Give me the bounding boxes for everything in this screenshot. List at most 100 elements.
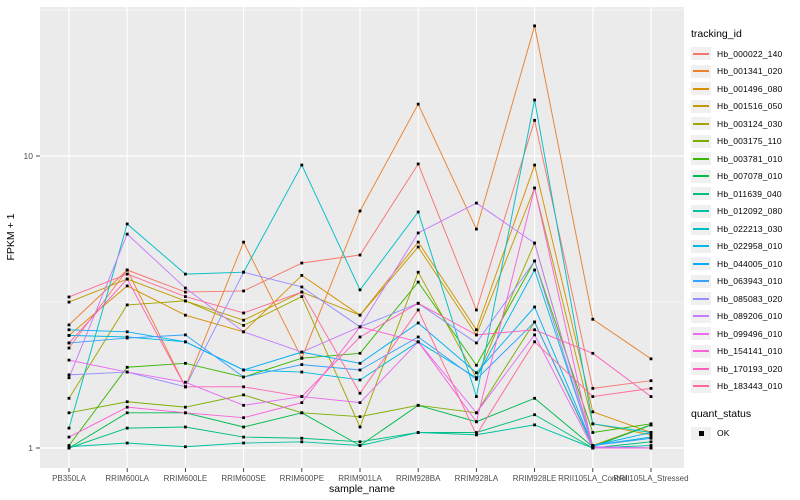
legend-line-icon: [693, 87, 709, 90]
legend-item-Hb_007078_010: Hb_007078_010: [691, 169, 799, 183]
gridlines: [40, 7, 684, 468]
legend-line-icon: [693, 315, 709, 317]
legend-title-quant-status: quant_status: [691, 407, 752, 420]
legend-key-swatch: [691, 379, 711, 393]
legend-key-swatch: [691, 327, 711, 340]
legend-key-swatch: [691, 99, 711, 113]
legend-key-swatch: [691, 274, 711, 288]
legend-item-label: Hb_003781_010: [717, 153, 783, 164]
legend-key-swatch: [691, 47, 711, 60]
legend-item-label: Hb_001496_080: [717, 83, 783, 94]
legend-line-icon: [693, 262, 709, 265]
legend-line-icon: [693, 175, 709, 177]
y-tick-label-1: 1: [28, 443, 33, 453]
legend-item-label: Hb_001516_050: [717, 101, 783, 111]
legend-item-label: Hb_001341_020: [717, 66, 783, 76]
x-tick-label-RRIM901LA: RRIM901LA: [338, 474, 382, 483]
legend-line-icon: [693, 192, 709, 195]
legend-item-Hb_099496_010: Hb_099496_010: [691, 327, 799, 340]
legend-panel: tracking_id Hb_000022_140 Hb_001341_020 Hb…: [691, 28, 799, 444]
legend-item-label: Hb_022958_010: [717, 241, 783, 251]
legend-item-label: Hb_044005_010: [717, 258, 783, 269]
legend-line-icon: [693, 350, 709, 352]
legend-key-swatch: [691, 239, 711, 253]
x-tick-label-RRIM600LE: RRIM600LE: [164, 474, 208, 483]
legend-item-label: Hb_011639_040: [717, 188, 782, 199]
legend-line-icon: [693, 367, 709, 370]
legend-item-Hb_001496_080: Hb_001496_080: [691, 82, 799, 95]
legend-key-swatch: [691, 169, 711, 183]
x-tick-label-RRIM600SE: RRIM600SE: [221, 474, 265, 483]
legend-item-Hb_022213_030: Hb_022213_030: [691, 222, 799, 235]
legend-item-Hb_000022_140: Hb_000022_140: [691, 47, 799, 60]
legend-item-Hb_011639_040: Hb_011639_040: [691, 187, 799, 200]
legend-line-icon: [693, 210, 709, 212]
legend-item-Hb_022958_010: Hb_022958_010: [691, 239, 799, 253]
legend-line-icon: [693, 385, 709, 387]
legend-line-icon: [693, 297, 709, 300]
x-tick-label-RRIM928LE: RRIM928LE: [513, 474, 557, 483]
legend-key-swatch: [691, 82, 711, 95]
legend-item-Hb_001341_020: Hb_001341_020: [691, 64, 799, 78]
x-tick-label-RRIM600LA: RRIM600LA: [105, 474, 149, 483]
plot-panel: [40, 7, 684, 468]
legend-key-swatch: [691, 292, 711, 305]
data-point-markers: [67, 24, 653, 450]
legend-item-label: Hb_003124_030: [717, 118, 783, 129]
legend-key-swatch: [691, 426, 711, 440]
legend-item-Hb_183443_010: Hb_183443_010: [691, 379, 799, 393]
legend-line-icon: [693, 332, 709, 335]
legend-line-icon: [693, 280, 709, 282]
legend-item-label: Hb_012092_080: [717, 206, 783, 216]
legend-key-swatch: [691, 187, 711, 200]
legend-item-label: Hb_063943_010: [717, 276, 783, 286]
y-tick-label-10: 10: [24, 151, 34, 161]
legend-key-swatch: [691, 362, 711, 375]
legend-item-Hb_154141_010: Hb_154141_010: [691, 344, 799, 358]
legend-key-swatch: [691, 134, 711, 148]
x-tick-label-RRIM600PE: RRIM600PE: [280, 474, 324, 483]
legend-line-icon: [693, 245, 709, 247]
legend-key-swatch: [691, 309, 711, 323]
legend-item-Hb_089206_010: Hb_089206_010: [691, 309, 799, 323]
legend-item-label: OK: [717, 428, 730, 438]
x-tick-label-RRIM928LA: RRIM928LA: [455, 474, 499, 483]
legend-line-icon: [693, 105, 709, 107]
x-tick-label-RRIM928BA: RRIM928BA: [396, 474, 441, 483]
legend-item-Hb_003124_030: Hb_003124_030: [691, 117, 799, 130]
legend-item-label: Hb_000022_140: [717, 48, 783, 59]
legend-item-Hb_003175_110: Hb_003175_110: [691, 134, 799, 148]
legend-item-Hb_003781_010: Hb_003781_010: [691, 152, 799, 165]
legend-line-icon: [693, 70, 709, 72]
legend-line-icon: [693, 52, 709, 55]
legend-line-icon: [693, 157, 709, 160]
legend-key-swatch: [691, 152, 711, 165]
legend-key-swatch: [691, 117, 711, 130]
legend-item-label: Hb_154141_010: [717, 346, 783, 356]
legend-key-swatch: [691, 222, 711, 235]
legend-items: Hb_000022_140 Hb_001341_020 Hb_001496_080 H…: [691, 47, 799, 393]
legend-item-Hb_044005_010: Hb_044005_010: [691, 257, 799, 270]
legend-item-Hb_001516_050: Hb_001516_050: [691, 99, 799, 113]
legend-item-ok: OK: [691, 426, 799, 440]
y-axis-title: FPKM + 1: [5, 213, 17, 260]
x-tick-label-RRII105LA_Stressed: RRII105LA_Stressed: [613, 474, 688, 483]
x-tick-label-RRII105LA_Control: RRII105LA_Control: [558, 474, 628, 483]
axis-tick-labels: 1 10 PB350LA RRIM600LA RRIM600LE RRIM600SE RRI…: [24, 151, 689, 483]
legend-key-swatch: [691, 204, 711, 218]
legend-item-label: Hb_089206_010: [717, 311, 783, 321]
legend-key-swatch: [691, 257, 711, 270]
legend-item-Hb_063943_010: Hb_063943_010: [691, 274, 799, 288]
legend-line-icon: [693, 140, 709, 142]
legend-item-label: Hb_183443_010: [717, 381, 783, 391]
legend-item-Hb_012092_080: Hb_012092_080: [691, 204, 799, 218]
legend-quant-status: quant_status OK: [691, 408, 799, 440]
legend-title-tracking-id: tracking_id: [691, 28, 742, 40]
axis-ticks: [36, 155, 652, 472]
legend-item-label: Hb_085083_020: [717, 293, 783, 304]
legend-item-label: Hb_170193_020: [717, 363, 783, 374]
black-square-marker-icon: [698, 430, 704, 436]
legend-line-icon: [693, 122, 709, 125]
legend-item-label: Hb_099496_010: [717, 328, 783, 339]
